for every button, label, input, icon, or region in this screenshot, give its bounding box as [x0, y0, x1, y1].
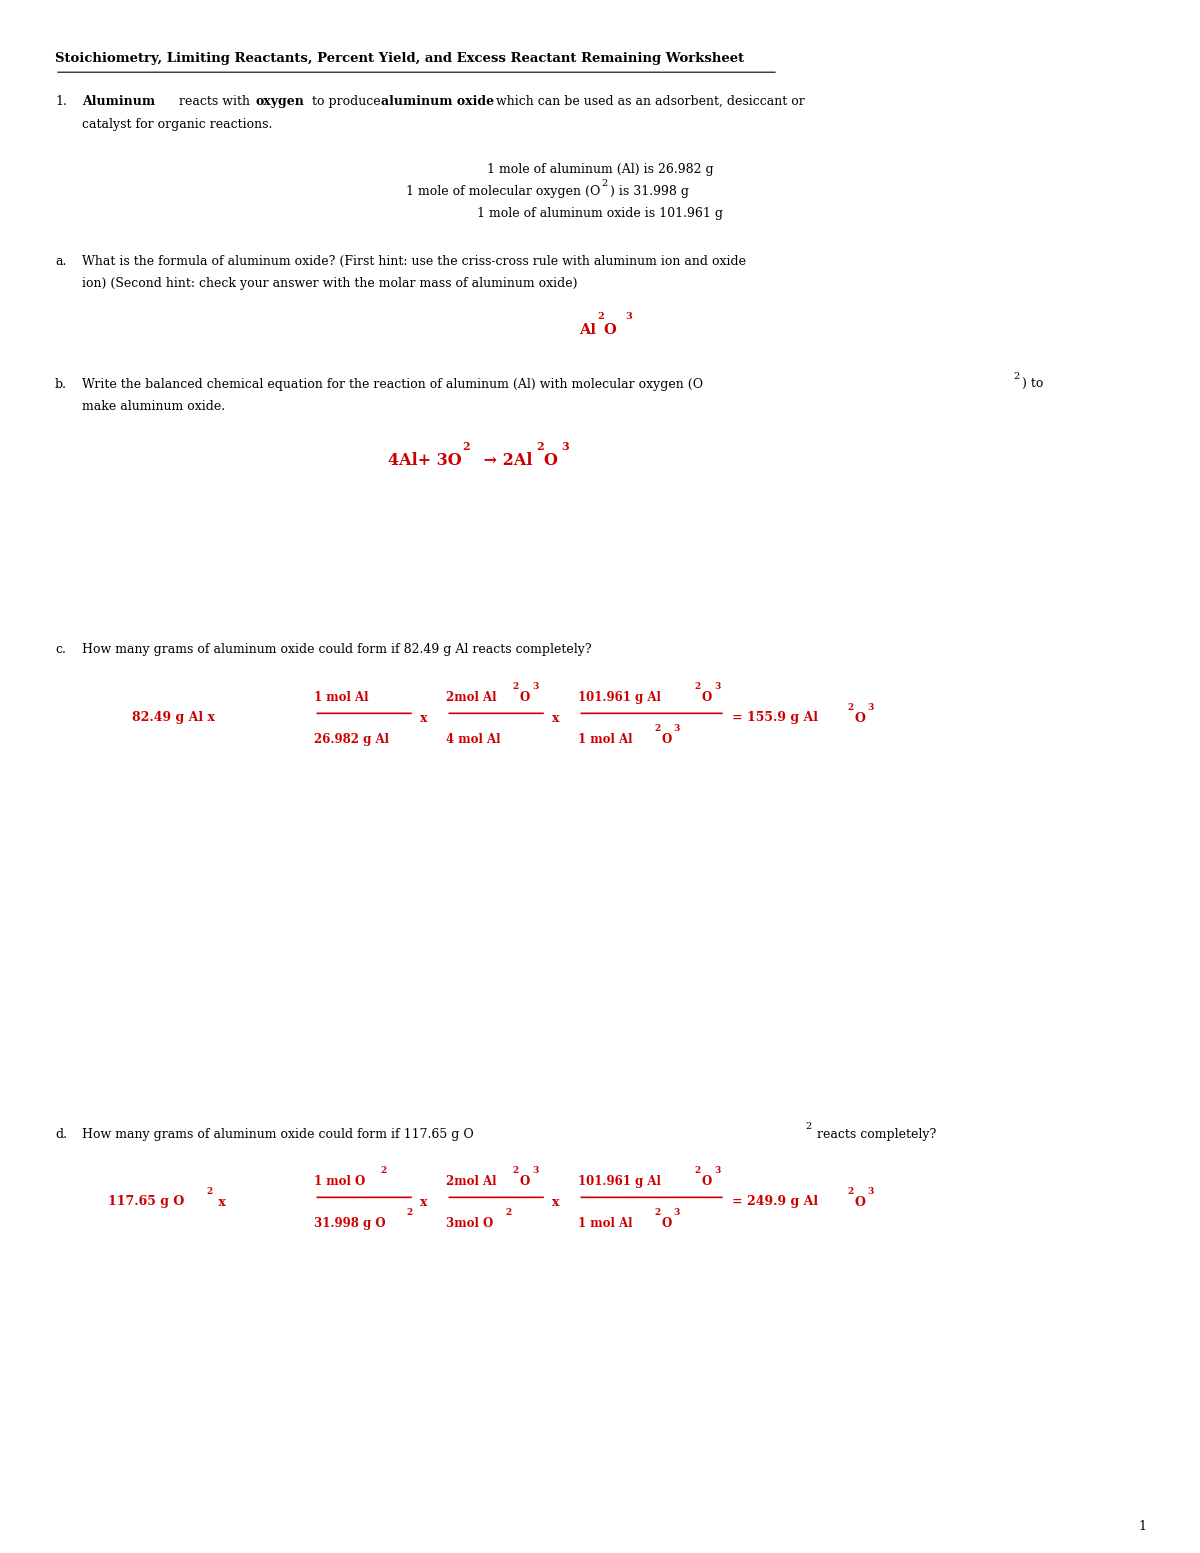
Text: 1: 1: [1138, 1520, 1146, 1533]
Text: reacts completely?: reacts completely?: [814, 1127, 936, 1141]
Text: oxygen: oxygen: [256, 95, 304, 109]
Text: 2: 2: [206, 1186, 212, 1196]
Text: ion) (Second hint: check your answer with the molar mass of aluminum oxide): ion) (Second hint: check your answer wit…: [82, 276, 577, 290]
Text: O: O: [702, 1176, 713, 1188]
Text: a.: a.: [55, 255, 66, 269]
Text: = 155.9 g Al: = 155.9 g Al: [732, 711, 818, 725]
Text: b.: b.: [55, 377, 67, 391]
Text: 1.: 1.: [55, 95, 67, 109]
Text: O: O: [520, 1176, 530, 1188]
Text: 2: 2: [505, 1208, 511, 1218]
Text: 1 mol Al: 1 mol Al: [578, 733, 632, 747]
Text: How many grams of aluminum oxide could form if 117.65 g O: How many grams of aluminum oxide could f…: [82, 1127, 474, 1141]
Text: 31.998 g O: 31.998 g O: [314, 1218, 386, 1230]
Text: d.: d.: [55, 1127, 67, 1141]
Text: 2: 2: [695, 1166, 701, 1176]
Text: Write the balanced chemical equation for the reaction of aluminum (Al) with mole: Write the balanced chemical equation for…: [82, 377, 703, 391]
Text: 101.961 g Al: 101.961 g Al: [578, 1176, 661, 1188]
Text: Aluminum: Aluminum: [82, 95, 155, 109]
Text: 2: 2: [512, 1166, 518, 1176]
Text: O: O: [520, 691, 530, 705]
Text: O: O: [544, 452, 558, 469]
Text: x: x: [214, 1196, 226, 1208]
Text: → 2Al: → 2Al: [478, 452, 532, 469]
Text: 1 mole of aluminum oxide is 101.961 g: 1 mole of aluminum oxide is 101.961 g: [478, 207, 722, 221]
Text: 2: 2: [1013, 371, 1019, 380]
Text: ) is 31.998 g: ) is 31.998 g: [610, 185, 689, 197]
Text: 2mol Al: 2mol Al: [446, 1176, 497, 1188]
Text: 2: 2: [695, 682, 701, 691]
Text: O: O: [854, 1196, 865, 1208]
Text: 2: 2: [407, 1208, 413, 1218]
Text: 3: 3: [714, 682, 720, 691]
Text: 1 mol Al: 1 mol Al: [578, 1218, 632, 1230]
Text: 2: 2: [512, 682, 518, 691]
Text: x: x: [552, 1196, 559, 1208]
Text: 3: 3: [868, 702, 874, 711]
Text: aluminum oxide: aluminum oxide: [382, 95, 494, 109]
Text: = 249.9 g Al: = 249.9 g Al: [732, 1196, 818, 1208]
Text: 2: 2: [847, 702, 853, 711]
Text: 82.49 g Al x: 82.49 g Al x: [132, 711, 215, 725]
Text: How many grams of aluminum oxide could form if 82.49 g Al reacts completely?: How many grams of aluminum oxide could f…: [82, 643, 592, 655]
Text: 3: 3: [533, 1166, 539, 1176]
Text: O: O: [702, 691, 713, 705]
Text: 3: 3: [868, 1186, 874, 1196]
Text: c.: c.: [55, 643, 66, 655]
Text: 117.65 g O: 117.65 g O: [108, 1196, 185, 1208]
Text: What is the formula of aluminum oxide? (First hint: use the criss-cross rule wit: What is the formula of aluminum oxide? (…: [82, 255, 746, 269]
Text: 2: 2: [654, 1208, 660, 1218]
Text: reacts with: reacts with: [175, 95, 254, 109]
Text: Al: Al: [580, 323, 596, 337]
Text: 2: 2: [380, 1166, 386, 1176]
Text: 2: 2: [847, 1186, 853, 1196]
Text: 3mol O: 3mol O: [446, 1218, 493, 1230]
Text: 1 mol O: 1 mol O: [314, 1176, 366, 1188]
Text: 2: 2: [654, 724, 660, 733]
Text: ) to: ) to: [1022, 377, 1043, 391]
Text: 1 mole of aluminum (Al) is 26.982 g: 1 mole of aluminum (Al) is 26.982 g: [487, 163, 713, 175]
Text: which can be used as an adsorbent, desiccant or: which can be used as an adsorbent, desic…: [492, 95, 805, 109]
Text: 3: 3: [673, 724, 679, 733]
Text: 2mol Al: 2mol Al: [446, 691, 497, 705]
Text: 3: 3: [562, 441, 569, 452]
Text: 3: 3: [533, 682, 539, 691]
Text: 2: 2: [536, 441, 544, 452]
Text: 4 mol Al: 4 mol Al: [446, 733, 500, 747]
Text: O: O: [604, 323, 617, 337]
Text: x: x: [420, 711, 427, 725]
Text: make aluminum oxide.: make aluminum oxide.: [82, 401, 226, 413]
Text: O: O: [661, 1218, 672, 1230]
Text: 3: 3: [625, 312, 632, 321]
Text: 2: 2: [462, 441, 469, 452]
Text: x: x: [420, 1196, 427, 1208]
Text: O: O: [854, 711, 865, 725]
Text: 2: 2: [598, 312, 605, 321]
Text: 26.982 g Al: 26.982 g Al: [314, 733, 390, 747]
Text: 3: 3: [714, 1166, 720, 1176]
Text: 3: 3: [673, 1208, 679, 1218]
Text: O: O: [661, 733, 672, 747]
Text: to produce: to produce: [308, 95, 385, 109]
Text: 2: 2: [601, 179, 607, 188]
Text: 2: 2: [805, 1121, 811, 1131]
Text: 101.961 g Al: 101.961 g Al: [578, 691, 661, 705]
Text: x: x: [552, 711, 559, 725]
Text: 1 mole of molecular oxygen (O: 1 mole of molecular oxygen (O: [406, 185, 600, 197]
Text: 4Al+ 3O: 4Al+ 3O: [389, 452, 462, 469]
Text: Stoichiometry, Limiting Reactants, Percent Yield, and Excess Reactant Remaining : Stoichiometry, Limiting Reactants, Perce…: [55, 51, 744, 65]
Text: catalyst for organic reactions.: catalyst for organic reactions.: [82, 118, 272, 130]
Text: 1 mol Al: 1 mol Al: [314, 691, 368, 705]
